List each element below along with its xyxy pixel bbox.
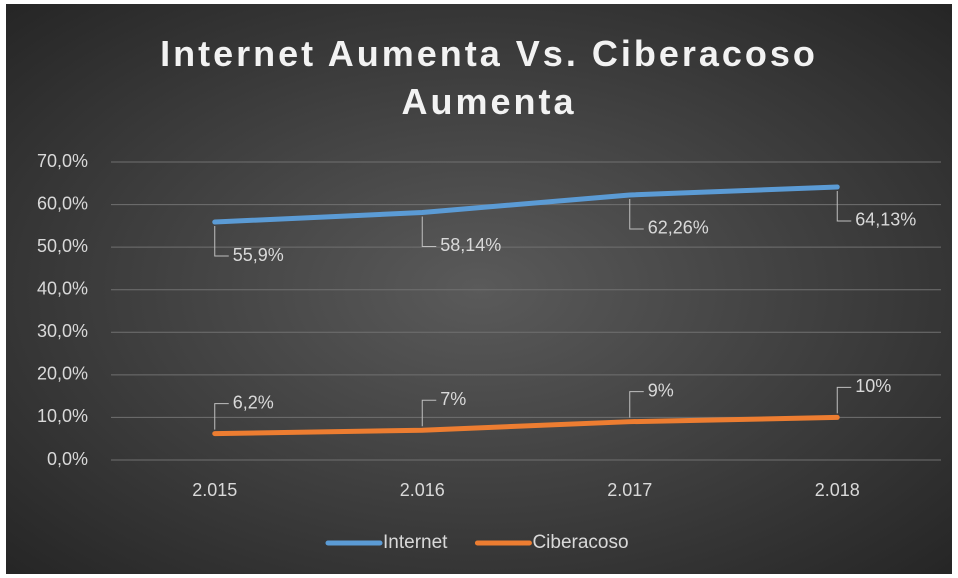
y-tick-label: 40,0% (37, 278, 88, 298)
series-line (212, 414, 840, 437)
chart-background (6, 4, 952, 574)
legend-label: Ciberacoso (532, 532, 628, 553)
leader-line (836, 190, 852, 222)
y-tick-label: 60,0% (37, 193, 88, 213)
leader-line (214, 403, 229, 430)
x-tick-label: 2.018 (815, 480, 860, 500)
legend-label: Internet (383, 532, 448, 553)
x-tick-label: 2.015 (192, 480, 237, 500)
y-tick-label: 10,0% (37, 406, 88, 426)
x-tick-label: 2.016 (400, 480, 445, 500)
y-tick-label: 20,0% (37, 364, 88, 384)
y-tick-label: 50,0% (37, 236, 88, 256)
chart-title: Internet Aumenta Vs. Ciberacoso Aumenta (160, 33, 818, 122)
leader-line (421, 216, 437, 247)
leader-line (629, 391, 644, 418)
leader-line (214, 226, 229, 257)
data-label: 9% (648, 380, 674, 400)
leader-line (421, 399, 437, 427)
data-label: 10% (855, 376, 891, 396)
data-label: 58,14% (440, 235, 501, 255)
series-line (212, 184, 840, 225)
y-tick-label: 70,0% (37, 151, 88, 171)
data-label: 7% (440, 389, 466, 409)
y-tick-label: 30,0% (37, 321, 88, 341)
data-label: 62,26% (648, 218, 709, 238)
x-tick-label: 2.017 (607, 480, 652, 500)
leader-line (629, 198, 644, 230)
data-label: 55,9% (233, 245, 284, 265)
y-tick-label: 0,0% (47, 449, 88, 469)
data-label: 6,2% (233, 392, 274, 412)
leader-line (836, 386, 852, 414)
data-label: 64,13% (855, 210, 916, 230)
